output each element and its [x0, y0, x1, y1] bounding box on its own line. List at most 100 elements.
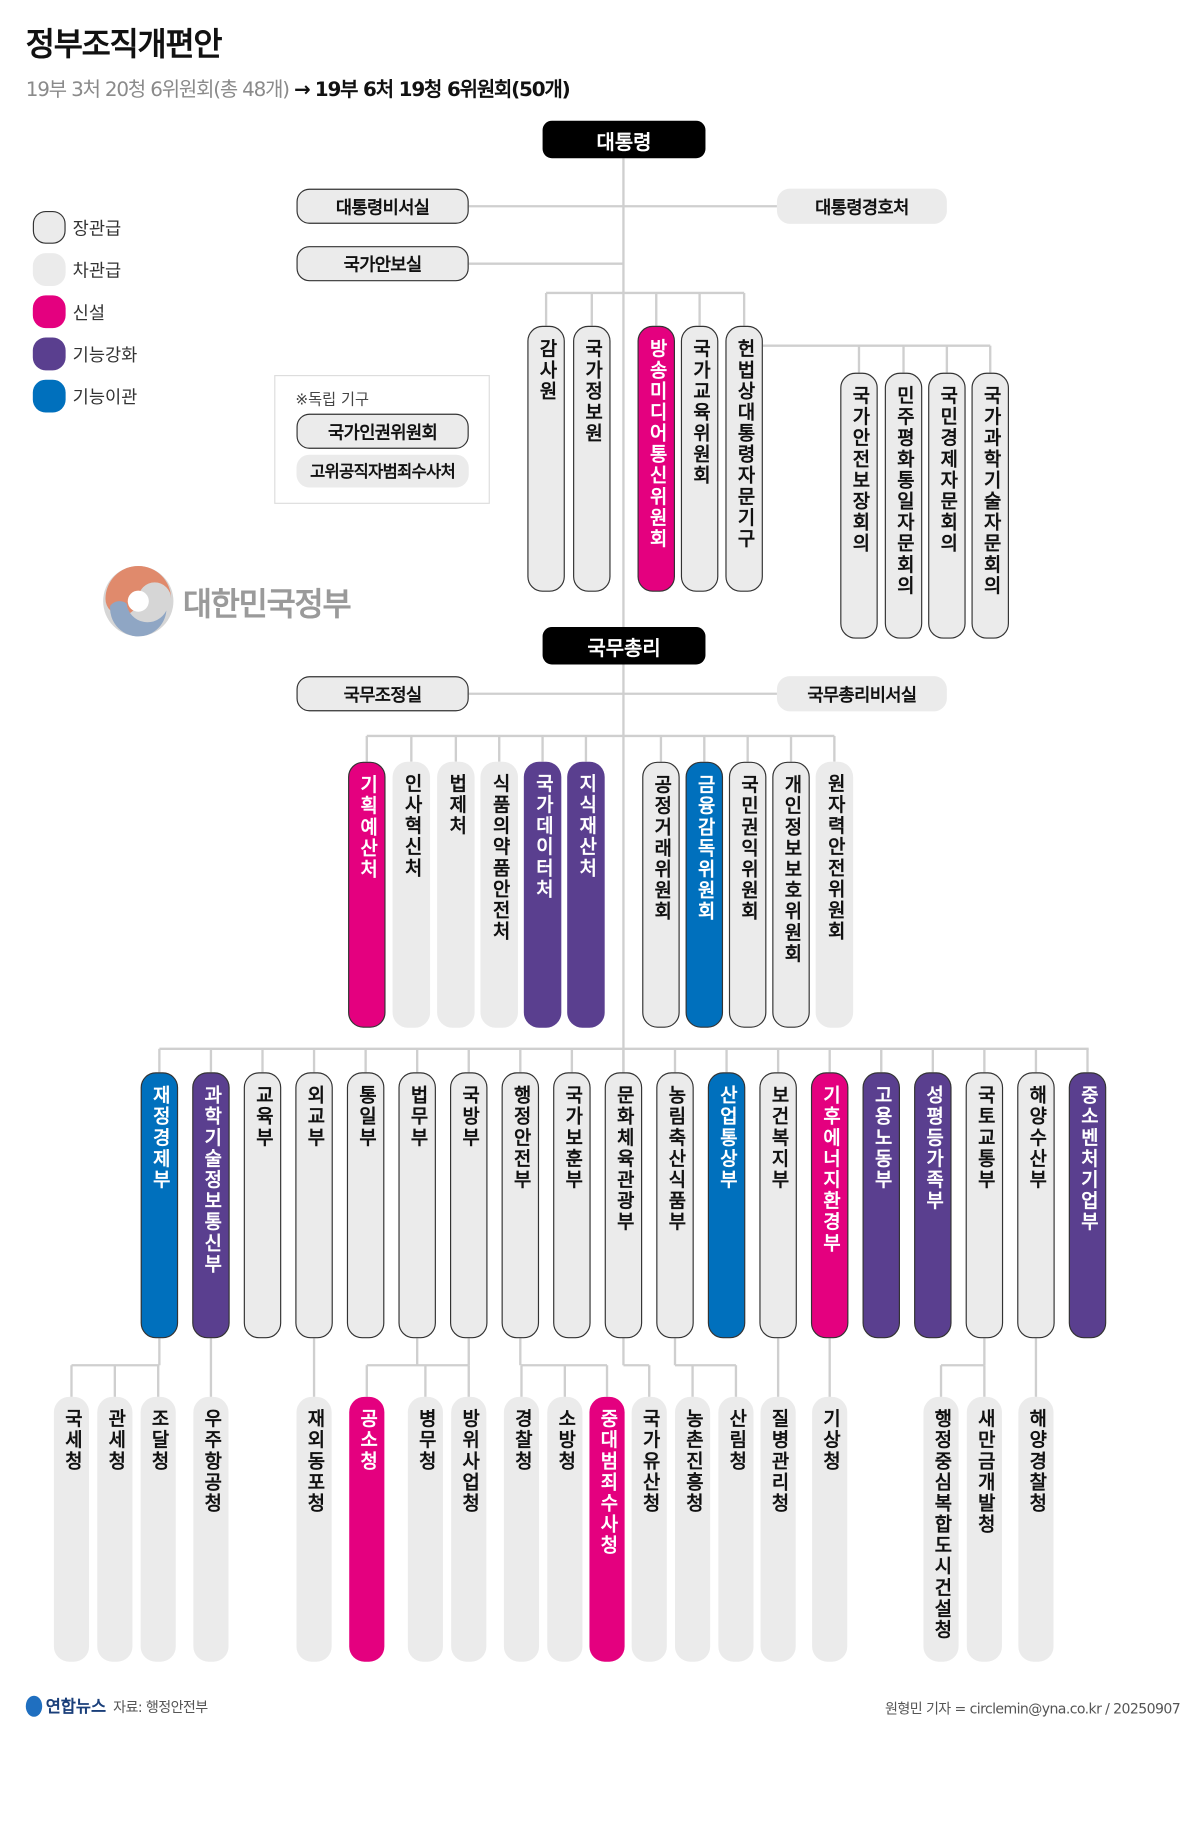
- pm-agency-box: 기획예산처: [348, 761, 386, 1028]
- advisory-council-box: 민주평화통일자문회의: [884, 372, 923, 639]
- president-agency-box-label: 헌법상대통령자문기구: [733, 338, 756, 550]
- ministry-box: 국방부: [450, 1072, 488, 1339]
- ministry-box-label: 중소벤처기업부: [1076, 1085, 1100, 1233]
- legend-item-enhanced: 기능강화: [32, 337, 138, 371]
- ministry-box-label: 고용노동부: [870, 1085, 893, 1191]
- legend-item-vice: 차관급: [32, 253, 122, 286]
- national-security-office: 국가안보실: [296, 246, 469, 282]
- agency-box-label: 국가유산청: [638, 1408, 661, 1515]
- ministry-box: 성평등가족부: [914, 1072, 952, 1339]
- ministry-box-label: 행정안전부: [509, 1085, 533, 1191]
- subtitle-arrow: →: [294, 78, 311, 102]
- advisory-council-box: 국민경제자문회의: [928, 372, 966, 639]
- legend-swatch: [32, 210, 66, 244]
- president-agency-box-label: 감사원: [535, 338, 558, 402]
- source-text: 자료: 행정안전부: [113, 1698, 208, 1716]
- ministry-box: 외교부: [295, 1072, 333, 1339]
- agency-box-label: 새만금개발청: [973, 1408, 997, 1536]
- agency-box: 새만금개발청: [966, 1396, 1002, 1662]
- ministry-box: 해양수산부: [1017, 1072, 1055, 1339]
- pm-agency-box-label: 원자력안전위원회: [823, 773, 847, 943]
- pm-agency-box-label: 법제처: [445, 773, 468, 837]
- agency-box: 방위사업청: [451, 1396, 487, 1662]
- cio-office: 고위공직자범죄수사처: [296, 454, 469, 488]
- ministry-box: 재정경제부: [140, 1072, 179, 1339]
- logo-text: 대한민국정부: [182, 586, 352, 623]
- legend-item-transferred: 기능이관: [32, 379, 138, 413]
- pm-agency-box-label: 국민권익위원회: [737, 774, 760, 923]
- ministry-box-label: 산업통상부: [716, 1085, 739, 1191]
- agency-box-label: 조달청: [147, 1408, 170, 1472]
- ministry-box: 농림축산식품부: [656, 1072, 694, 1339]
- ministry-box-label: 기후에너지환경부: [819, 1085, 842, 1254]
- taegeuk-logo-icon: [103, 566, 174, 637]
- agency-box: 산림청: [718, 1396, 754, 1662]
- ministry-box: 통일부: [346, 1072, 385, 1339]
- agency-box: 해양경찰청: [1018, 1396, 1054, 1662]
- ministry-box-label: 재정경제부: [148, 1085, 172, 1191]
- agency-box-label: 소방청: [554, 1408, 577, 1472]
- agency-box-label: 산림청: [725, 1408, 748, 1472]
- pm-agency-box-label: 기획예산처: [356, 774, 379, 881]
- ministry-box: 문화체육관광부: [604, 1072, 643, 1339]
- ministry-box-label: 국방부: [458, 1085, 481, 1149]
- pm-agency-box: 인사혁신처: [392, 761, 431, 1028]
- agency-box: 우주항공청: [193, 1396, 229, 1662]
- legend-swatch: [32, 295, 66, 329]
- agency-box: 농촌진흥청: [675, 1396, 711, 1662]
- agency-box-label: 국세청: [60, 1408, 84, 1472]
- office-for-government-policy-coordination: 국무조정실: [296, 676, 469, 712]
- page-title: 정부조직개편안: [25, 26, 223, 64]
- ministry-box: 법무부: [398, 1072, 436, 1339]
- agency-box-label: 병무청: [414, 1408, 438, 1472]
- agency-box: 재외동포청: [296, 1396, 332, 1662]
- prime-minister-box: 국무총리: [542, 626, 706, 665]
- agency-box: 관세청: [97, 1396, 133, 1662]
- ministry-box-label: 성평등가족부: [922, 1085, 945, 1212]
- president-agency-box-label: 국가교육위원회: [689, 338, 712, 487]
- pm-agency-box: 국가데이터처: [523, 761, 562, 1028]
- ministry-box-label: 통일부: [355, 1085, 378, 1149]
- legend-label: 장관급: [72, 217, 122, 239]
- agency-box-label: 공소청: [356, 1408, 379, 1472]
- legend-swatch: [32, 337, 66, 371]
- agency-box: 소방청: [547, 1396, 583, 1662]
- credit-text: 원형민 기자 = circlemin@yna.co.kr / 20250907: [885, 1700, 1181, 1717]
- presidential-security-service: 대통령경호처: [776, 188, 947, 224]
- subtitle-before: 19부 3처 20청 6위원회(총 48개): [25, 78, 290, 102]
- agency-box: 국세청: [53, 1396, 90, 1662]
- agency-box-label: 방위사업청: [458, 1408, 481, 1515]
- ministry-box-label: 국토교통부: [973, 1085, 997, 1191]
- pm-agency-box-label: 공정거래위원회: [650, 774, 673, 923]
- ministry-box: 국가보훈부: [553, 1072, 591, 1339]
- agency-box-label: 해양경찰청: [1025, 1408, 1048, 1515]
- ministry-box: 보건복지부: [759, 1072, 797, 1339]
- ministry-box: 과학기술정보통신부: [192, 1072, 230, 1339]
- president-agency-box: 방송미디어통신위원회: [637, 325, 675, 592]
- legend-label: 기능강화: [72, 343, 138, 366]
- agency-box-label: 우주항공청: [200, 1408, 223, 1515]
- agency-box: 기상청: [812, 1396, 848, 1662]
- agency-box: 병무청: [407, 1396, 443, 1662]
- legend-item-new: 신설: [32, 295, 106, 329]
- president-agency-box: 헌법상대통령자문기구: [725, 325, 763, 592]
- advisory-council-box-label: 국가과학기술자문회의: [979, 385, 1002, 597]
- legend-item-minister: 장관급: [32, 210, 122, 244]
- presidential-secretariat: 대통령비서실: [296, 188, 469, 224]
- president-agency-box-label: 국가정보원: [581, 338, 604, 445]
- ministry-box: 교육부: [243, 1072, 282, 1339]
- ministry-box-label: 보건복지부: [767, 1085, 790, 1191]
- agency-box: 경찰청: [503, 1396, 540, 1662]
- ministry-box-label: 농림축산식품부: [664, 1085, 687, 1233]
- ministry-box: 행정안전부: [501, 1072, 540, 1339]
- independent-agencies-title: ※독립 기구: [295, 391, 369, 409]
- legend-label: 신설: [72, 301, 106, 323]
- brand-name: 연합뉴스: [45, 1698, 107, 1717]
- agency-box-label: 기상청: [819, 1408, 842, 1472]
- legend-label: 차관급: [72, 259, 122, 281]
- legend-label: 기능이관: [72, 386, 138, 408]
- president-agency-box: 국가정보원: [573, 325, 611, 592]
- footer-source: 연합뉴스 자료: 행정안전부: [25, 1695, 208, 1718]
- ministry-box: 기후에너지환경부: [810, 1072, 849, 1339]
- ministry-box-label: 과학기술정보통신부: [200, 1085, 223, 1275]
